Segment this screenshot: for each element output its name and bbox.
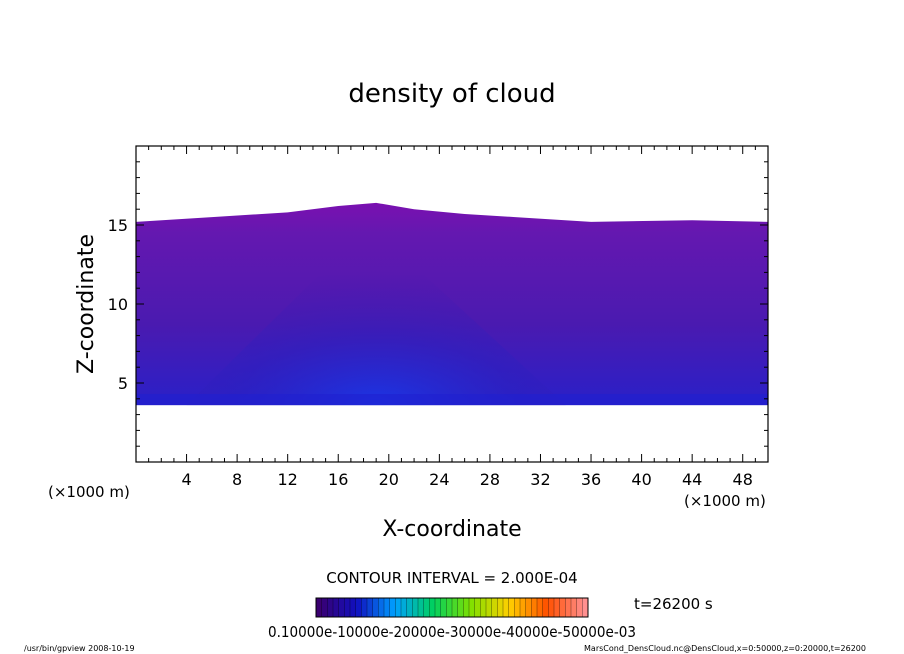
colorbar-swatch [491, 598, 498, 617]
colorbar-swatch [429, 598, 436, 617]
x-tick-label: 24 [429, 470, 449, 489]
colorbar-swatch [514, 598, 521, 617]
colorbar-swatch [350, 598, 357, 617]
colorbar-swatch [503, 598, 510, 617]
x-tick-label: 44 [682, 470, 702, 489]
x-unit-left: (×1000 m) [48, 483, 130, 501]
colorbar-swatch [531, 598, 538, 617]
colorbar-swatch [486, 598, 493, 617]
x-tick-labels: 4 8 12 16 20 24 28 32 36 40 44 48 [181, 470, 752, 489]
x-tick-label: 16 [328, 470, 348, 489]
colorbar-swatch [384, 598, 391, 617]
colorbar-swatch [321, 598, 328, 617]
x-tick-label: 48 [733, 470, 753, 489]
x-tick-label: 32 [530, 470, 550, 489]
colorbar-swatch [463, 598, 470, 617]
colorbar-swatch [440, 598, 447, 617]
colorbar-swatch [508, 598, 515, 617]
colorbar-swatch [474, 598, 481, 617]
time-label: t=26200 s [634, 595, 713, 613]
colorbar-swatch [457, 598, 464, 617]
colorbar-swatch [316, 598, 323, 617]
x-axis-label: X-coordinate [382, 517, 521, 542]
colorbar-frame [315, 597, 589, 618]
y-tick-label: 15 [108, 216, 128, 235]
colorbar-swatch [446, 598, 453, 617]
x-tick-label: 40 [631, 470, 651, 489]
colorbar-swatch [520, 598, 527, 617]
colorbar-swatch [412, 598, 419, 617]
colorbar-swatch [389, 598, 396, 617]
colorbar-swatch [327, 598, 334, 617]
x-tick-label: 8 [232, 470, 242, 489]
colorbar-swatch [525, 598, 532, 617]
colorbar-swatch [576, 598, 583, 617]
colorbar-swatch [418, 598, 425, 617]
colorbar-swatch [344, 598, 351, 617]
colorbar [315, 598, 589, 617]
y-axis-label: Z-coordinate [74, 234, 99, 374]
plot-area [136, 202, 768, 406]
colorbar-swatch [565, 598, 572, 617]
colorbar-swatch [367, 598, 374, 617]
colorbar-swatch [497, 598, 504, 617]
colorbar-labels: 0.10000e-10000e-20000e-30000e-40000e-500… [268, 623, 636, 641]
colorbar-swatch [452, 598, 459, 617]
footer-left: /usr/bin/gpview 2008-10-19 [24, 644, 135, 653]
contour-interval: CONTOUR INTERVAL = 2.000E-04 [326, 569, 577, 587]
colorbar-swatch [338, 598, 345, 617]
chart-title: density of cloud [348, 79, 555, 109]
colorbar-swatch [480, 598, 487, 617]
x-tick-label: 4 [181, 470, 191, 489]
y-tick-label: 5 [118, 374, 128, 393]
colorbar-swatch [469, 598, 476, 617]
cloud-core [186, 225, 566, 406]
colorbar-swatch [401, 598, 408, 617]
colorbar-swatch [537, 598, 544, 617]
x-unit-right: (×1000 m) [684, 492, 766, 510]
colorbar-swatch [406, 598, 413, 617]
x-tick-label: 28 [480, 470, 500, 489]
y-tick-labels: 5 10 15 [108, 216, 128, 393]
colorbar-swatch [548, 598, 555, 617]
colorbar-swatch [361, 598, 368, 617]
footer-right: MarsCond_DensCloud.nc@DensCloud,x=0:5000… [584, 644, 866, 653]
colorbar-swatch [554, 598, 561, 617]
colorbar-swatch [559, 598, 566, 617]
colorbar-swatch [355, 598, 362, 617]
colorbar-swatch [372, 598, 379, 617]
x-tick-label: 12 [278, 470, 298, 489]
x-tick-label: 36 [581, 470, 601, 489]
y-tick-label: 10 [108, 295, 128, 314]
colorbar-swatch [435, 598, 442, 617]
colorbar-swatch [542, 598, 549, 617]
colorbar-swatch [582, 598, 589, 617]
axis-ticks [136, 146, 768, 462]
colorbar-swatch [395, 598, 402, 617]
colorbar-swatch [333, 598, 340, 617]
x-tick-label: 20 [379, 470, 399, 489]
colorbar-swatch [378, 598, 385, 617]
colorbar-swatch [571, 598, 578, 617]
cloud-base-band [136, 394, 768, 406]
colorbar-swatch [423, 598, 430, 617]
